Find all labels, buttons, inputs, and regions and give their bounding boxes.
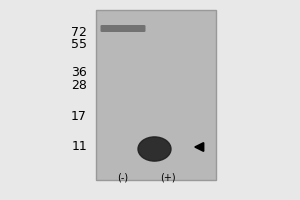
- Text: 72: 72: [71, 26, 87, 40]
- Text: 17: 17: [71, 110, 87, 122]
- FancyBboxPatch shape: [100, 25, 146, 32]
- Ellipse shape: [138, 137, 171, 161]
- Text: (+): (+): [160, 172, 176, 182]
- Text: 36: 36: [71, 66, 87, 78]
- Text: 11: 11: [71, 140, 87, 152]
- Text: 55: 55: [71, 38, 87, 51]
- Text: 28: 28: [71, 79, 87, 92]
- FancyBboxPatch shape: [96, 10, 216, 180]
- Text: (-): (-): [117, 172, 129, 182]
